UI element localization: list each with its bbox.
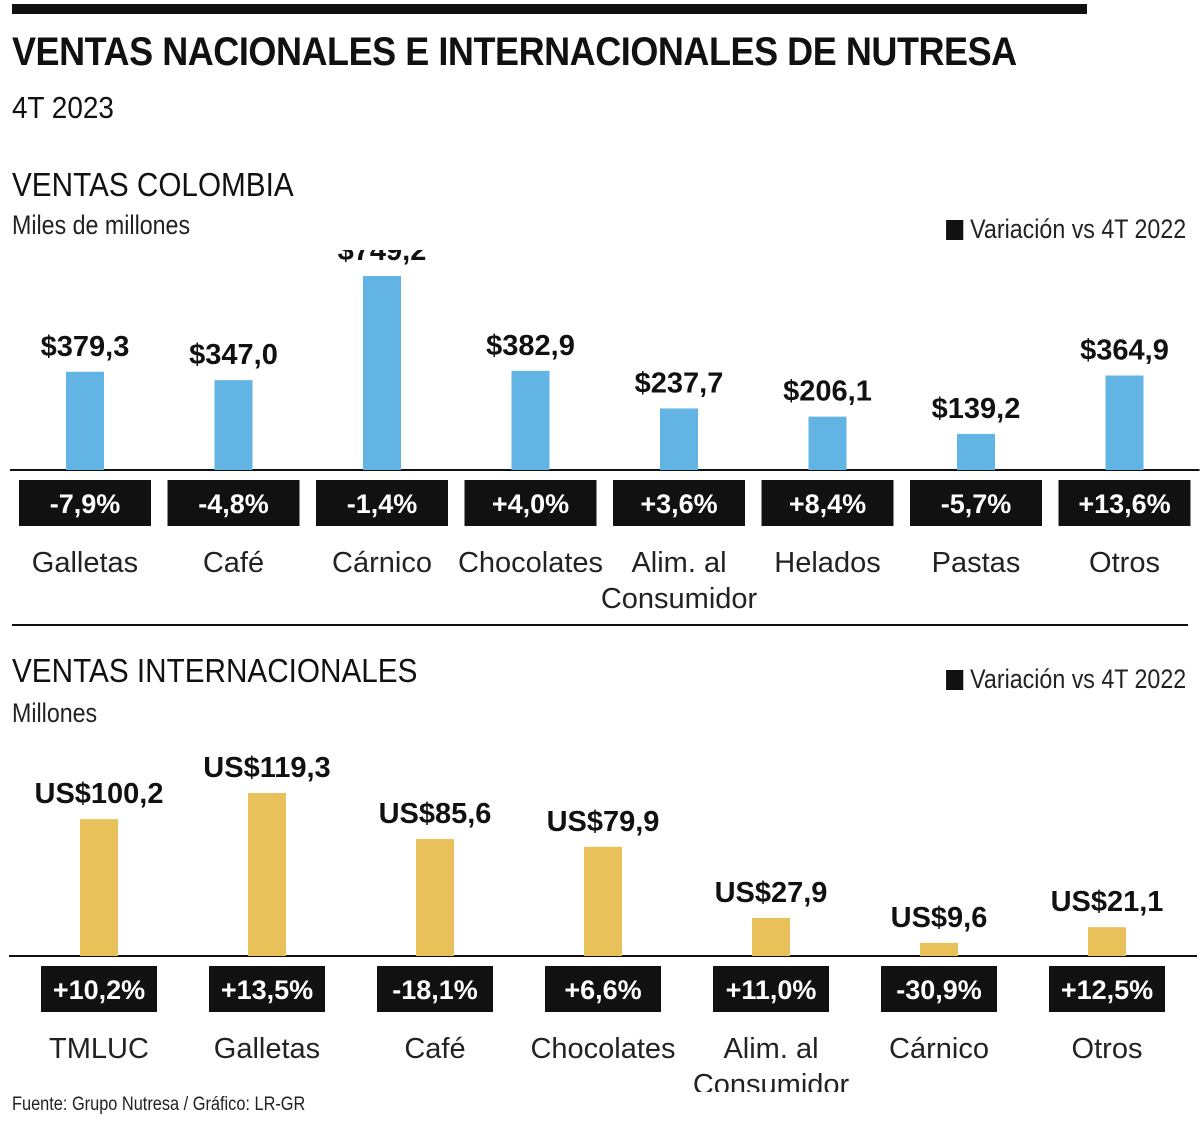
category-label: Pastas bbox=[932, 547, 1021, 579]
bar bbox=[214, 380, 253, 470]
bar-value-label: US$85,6 bbox=[379, 798, 492, 830]
category-label: Chocolates bbox=[458, 547, 603, 579]
category-label-line: Alim. al bbox=[723, 1033, 818, 1065]
variation-badge bbox=[19, 480, 151, 526]
colombia-legend: Variación vs 4T 2022 bbox=[945, 214, 1186, 245]
bar-value-label: US$21,1 bbox=[1051, 886, 1164, 918]
category-label: Chocolates bbox=[530, 1033, 675, 1065]
bar bbox=[511, 370, 550, 470]
bar bbox=[66, 371, 104, 470]
legend-swatch bbox=[945, 669, 964, 690]
bar bbox=[1105, 375, 1144, 470]
variation-label: -1,4% bbox=[347, 489, 418, 519]
bar-value-label: $749,2 bbox=[338, 250, 427, 267]
period-subtitle: 4T 2023 bbox=[12, 90, 114, 125]
variation-label: +4,0% bbox=[492, 489, 569, 519]
bar bbox=[752, 917, 790, 956]
bar bbox=[80, 819, 118, 956]
colombia-bar-chart: $379,3 -7,9% Galletas $347,0 -4,8% Café $749,2… bbox=[0, 250, 1200, 620]
variation-label: +13,5% bbox=[221, 975, 313, 1005]
category-label: Otros bbox=[1089, 547, 1160, 579]
colombia-unit-label: Miles de millones bbox=[12, 210, 191, 240]
bar-value-label: $139,2 bbox=[932, 393, 1021, 425]
top-rule bbox=[12, 4, 1087, 14]
variation-badge bbox=[613, 480, 745, 526]
bar bbox=[957, 433, 995, 470]
variation-badge bbox=[1058, 480, 1191, 526]
bar bbox=[808, 416, 847, 470]
bar bbox=[1088, 927, 1126, 956]
variation-label: +11,0% bbox=[726, 975, 817, 1005]
colombia-chart-svg: $379,3 -7,9% Galletas $347,0 -4,8% Café $749,2… bbox=[10, 250, 1200, 615]
bar-value-label: US$79,9 bbox=[547, 806, 660, 838]
variation-badge bbox=[464, 480, 597, 526]
category-label-line: Alim. al bbox=[631, 547, 726, 579]
international-section-title: VENTAS INTERNACIONALES bbox=[12, 652, 418, 689]
page-title: VENTAS NACIONALES E INTERNACIONALES DE N… bbox=[12, 30, 1017, 74]
section-divider bbox=[12, 624, 1188, 626]
bar-value-label: US$9,6 bbox=[891, 902, 988, 934]
legend-swatch bbox=[945, 219, 964, 240]
variation-label: +13,6% bbox=[1078, 489, 1170, 519]
variation-label: -4,8% bbox=[198, 489, 269, 519]
variation-label: -18,1% bbox=[392, 975, 478, 1005]
category-label: Café bbox=[404, 1033, 465, 1065]
bar-value-label: $347,0 bbox=[189, 339, 278, 371]
variation-badge bbox=[910, 480, 1042, 526]
bar bbox=[584, 846, 622, 956]
bar-value-label: $379,3 bbox=[41, 331, 130, 363]
variation-badge bbox=[761, 480, 894, 526]
category-label: TMLUC bbox=[49, 1033, 149, 1065]
bar-value-label: $206,1 bbox=[783, 376, 872, 408]
bar-value-label: $382,9 bbox=[486, 330, 575, 362]
variation-badge bbox=[316, 480, 448, 526]
bar-value-label: $237,7 bbox=[635, 367, 724, 399]
category-label: Galletas bbox=[32, 547, 138, 579]
variation-label: +6,6% bbox=[564, 975, 641, 1005]
bar-value-label: US$27,9 bbox=[715, 877, 828, 909]
bar bbox=[363, 276, 401, 470]
bar-value-label: $364,9 bbox=[1080, 335, 1169, 367]
bar bbox=[416, 839, 454, 956]
category-label: Otros bbox=[1072, 1033, 1143, 1065]
bar bbox=[660, 408, 698, 470]
variation-label: +12,5% bbox=[1061, 975, 1153, 1005]
variation-label: +3,6% bbox=[640, 489, 717, 519]
category-label-line: Consumidor bbox=[693, 1069, 850, 1092]
source-note: Fuente: Grupo Nutresa / Gráfico: LR-GR bbox=[12, 1094, 306, 1115]
international-chart-svg: US$100,2 +10,2% TMLUC US$119,3 +13,5% Galleta… bbox=[9, 752, 1197, 1092]
variation-label: -30,9% bbox=[896, 975, 982, 1005]
bar-value-label: US$100,2 bbox=[35, 778, 164, 810]
variation-label: +8,4% bbox=[789, 489, 866, 519]
category-label: Alim. al Consumidor bbox=[601, 547, 758, 615]
category-label: Alim. al Consumidor bbox=[693, 1033, 850, 1092]
variation-badge bbox=[377, 966, 493, 1012]
variation-label: +10,2% bbox=[53, 975, 145, 1005]
category-label: Cárnico bbox=[332, 547, 432, 579]
variation-badge bbox=[713, 966, 829, 1012]
variation-label: -7,9% bbox=[50, 489, 121, 519]
variation-badge bbox=[545, 966, 661, 1012]
variation-badge bbox=[167, 480, 300, 526]
bar-value-label: US$119,3 bbox=[203, 752, 330, 784]
category-label-line: Consumidor bbox=[601, 583, 758, 615]
variation-badge bbox=[41, 966, 157, 1012]
category-label: Helados bbox=[774, 547, 880, 579]
legend-label: Variación vs 4T 2022 bbox=[970, 214, 1186, 244]
colombia-section-title: VENTAS COLOMBIA bbox=[12, 166, 294, 203]
bar bbox=[920, 942, 958, 956]
international-unit-label: Millones bbox=[12, 698, 98, 728]
variation-badge bbox=[881, 966, 997, 1012]
legend-label: Variación vs 4T 2022 bbox=[970, 664, 1186, 694]
category-label: Cárnico bbox=[889, 1033, 989, 1065]
category-label: Galletas bbox=[214, 1033, 320, 1065]
variation-badge bbox=[1049, 966, 1165, 1012]
category-label: Café bbox=[203, 547, 264, 579]
variation-label: -5,7% bbox=[941, 489, 1012, 519]
bar bbox=[248, 793, 286, 956]
variation-badge bbox=[209, 966, 325, 1012]
international-legend: Variación vs 4T 2022 bbox=[945, 664, 1186, 695]
international-bar-chart: US$100,2 +10,2% TMLUC US$119,3 +13,5% Galleta… bbox=[0, 740, 1200, 1092]
